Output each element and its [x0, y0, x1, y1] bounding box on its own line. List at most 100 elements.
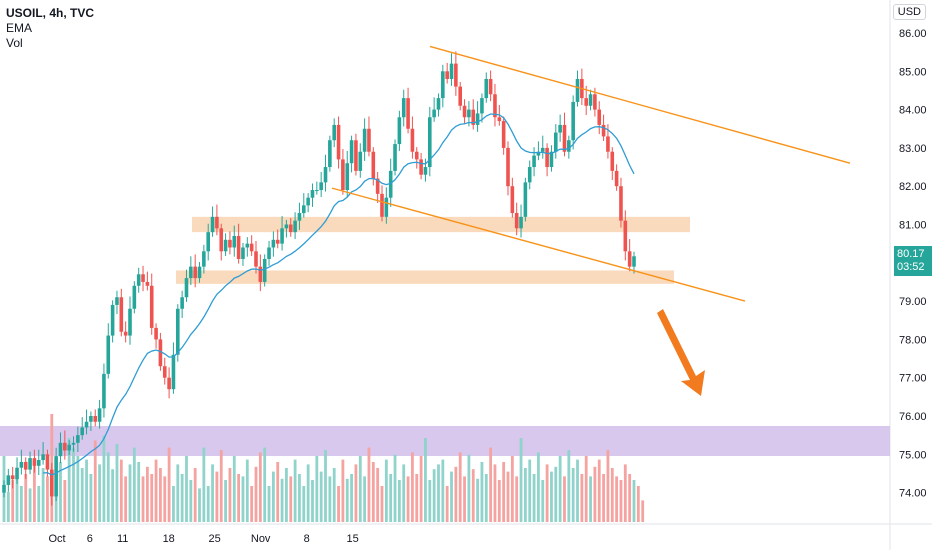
candle-body [162, 366, 167, 378]
volume-bar [528, 459, 532, 522]
candle-body [632, 256, 636, 267]
volume-bar [602, 474, 605, 522]
volume-bar [532, 474, 536, 522]
candle-body [449, 63, 454, 79]
candle-body [341, 159, 345, 191]
candle-body [67, 444, 71, 451]
candle-body [106, 335, 111, 374]
candle-body [297, 213, 302, 221]
candle-body [584, 98, 589, 106]
candle-body [553, 132, 558, 152]
ema-label[interactable]: EMA [6, 21, 33, 35]
candle-body [454, 63, 458, 87]
volume-bar [597, 459, 601, 522]
x-tick-label: 15 [347, 533, 359, 545]
candle-body [571, 101, 575, 141]
y-tick-label: 78.00 [899, 334, 927, 346]
candle-body [623, 220, 628, 252]
volume-bar [367, 447, 371, 522]
volume-bar [458, 452, 462, 522]
x-tick-label: 6 [87, 533, 93, 545]
candle-body [354, 140, 358, 171]
volume-bar [267, 486, 271, 522]
symbol-label[interactable]: USOIL, 4h, TVC [6, 6, 95, 20]
candle-body [223, 239, 228, 252]
candle-body [228, 239, 232, 248]
volume-bar [467, 454, 471, 522]
candle-body [501, 121, 506, 148]
candle-body [514, 213, 519, 229]
volume-bar [419, 456, 423, 522]
candle-body [210, 216, 215, 233]
candle-body [275, 239, 280, 244]
volume-bar [445, 486, 449, 522]
candle-body [493, 94, 497, 118]
candle-body [488, 78, 493, 95]
volume-bar [145, 466, 149, 522]
candle-body [10, 475, 15, 480]
volume-bar [558, 456, 562, 522]
volume-bar [167, 447, 171, 522]
y-tick-label: 81.00 [899, 220, 927, 232]
volume-bar [324, 450, 327, 522]
candle-body [471, 109, 476, 125]
volume-bar [46, 476, 49, 522]
volume-bar [563, 476, 566, 522]
volume-bar [19, 486, 23, 522]
volume-bar [289, 476, 293, 522]
candle-body [49, 469, 54, 497]
volume-bar [345, 478, 349, 522]
lower-trendline [331, 187, 746, 302]
candle-body [436, 98, 441, 110]
candle-body [293, 220, 297, 233]
y-tick-label: 86.00 [899, 28, 927, 40]
y-tick-label: 83.00 [899, 143, 927, 155]
volume-bar [397, 480, 401, 522]
candle-body [597, 109, 602, 125]
volume-bar [545, 464, 549, 522]
candle-body [158, 339, 163, 367]
candle-body [93, 416, 98, 422]
volume-bar [571, 468, 575, 522]
volume-bar [280, 478, 284, 522]
volume-bar [206, 486, 210, 522]
volume-bar [454, 466, 458, 522]
volume-bar [519, 438, 523, 522]
volume-bar [493, 464, 497, 522]
volume-bar [137, 462, 141, 522]
candle-body [136, 274, 141, 286]
volume-bar [254, 466, 258, 522]
volume-bar [241, 476, 245, 522]
support-zone [176, 270, 674, 284]
currency-button[interactable]: USD [892, 4, 926, 20]
volume-bar [606, 450, 610, 522]
volume-bar [89, 474, 93, 522]
resistance-zone [192, 216, 690, 233]
candle-body [36, 460, 41, 466]
volume-bar [293, 459, 297, 522]
volume-bar [172, 486, 175, 522]
volume-bar [276, 462, 280, 522]
x-tick-label: Nov [251, 533, 271, 545]
vol-label[interactable]: Vol [6, 36, 23, 50]
candle-body [458, 86, 463, 106]
candle-body [149, 285, 154, 328]
y-tick-label: 79.00 [899, 296, 927, 308]
volume-bar [258, 452, 262, 522]
volume-bar [471, 469, 475, 522]
candle-body [549, 151, 554, 168]
candle-body [527, 167, 532, 183]
candle-body [271, 239, 276, 248]
candle-body [397, 117, 402, 145]
volume-bar [480, 462, 484, 522]
volume-bar [554, 466, 558, 522]
volume-bar [193, 468, 197, 522]
candle-body [323, 167, 328, 183]
candle-body [371, 151, 376, 179]
candle-body [171, 354, 176, 390]
volume-bar [350, 474, 353, 522]
volume-bar [489, 447, 493, 522]
volume-bar [202, 447, 206, 522]
